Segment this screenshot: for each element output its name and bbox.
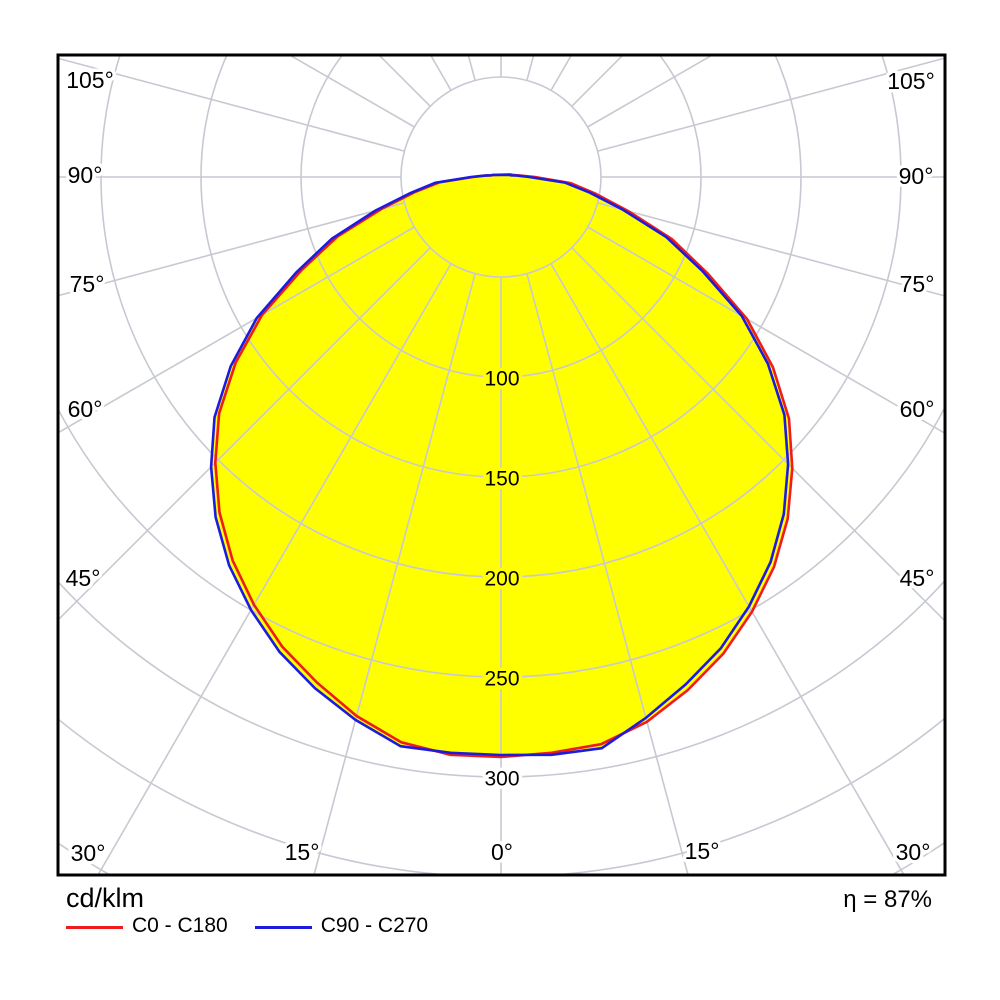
angle-label-right-45°: 45° bbox=[900, 565, 935, 591]
series-c90-c270-swatch bbox=[254, 925, 312, 929]
series-c90-c270-label: C90 - C270 bbox=[320, 914, 429, 937]
labels-layer: 100 150 200 250 300 105° 90° 75° 60° 45° 105° 90° 75… bbox=[62, 64, 938, 870]
angle-label-left-60°: 60° bbox=[68, 396, 103, 422]
angle-label-right-90°: 90° bbox=[899, 163, 934, 189]
r-tick-300: 300 bbox=[484, 768, 519, 791]
grid-spoke-15deg bbox=[526, 273, 689, 874]
grid-spoke-45deg bbox=[571, 247, 944, 621]
legend: C0 - C180 C90 - C270 bbox=[66, 914, 428, 938]
r-tick-100: 100 bbox=[484, 368, 519, 391]
grid-spoke-135deg bbox=[571, 56, 623, 107]
grid-spoke-60deg bbox=[587, 226, 944, 434]
grid-spoke-165deg bbox=[526, 56, 535, 81]
curves-layer bbox=[209, 173, 794, 759]
r-tick-250: 250 bbox=[484, 668, 519, 691]
angle-label-bottom-1: 15° bbox=[285, 839, 320, 865]
plot-border bbox=[56, 53, 947, 877]
grid-spoke-345deg bbox=[313, 273, 476, 874]
series-c0-c180-label: C0 - C180 bbox=[132, 914, 228, 937]
grid-spoke-300deg bbox=[59, 226, 415, 433]
units-label: cd/klm bbox=[66, 883, 145, 913]
grid-spoke-120deg bbox=[587, 56, 712, 128]
angle-label-left-105°: 105° bbox=[66, 67, 114, 93]
r-tick-150: 150 bbox=[484, 468, 519, 491]
grid-spoke-225deg bbox=[379, 56, 431, 107]
series-c0-c180-swatch bbox=[66, 925, 123, 929]
grid-spoke-240deg bbox=[290, 56, 415, 128]
angle-label-bottom-0: 30° bbox=[71, 840, 106, 866]
r-tick-200: 200 bbox=[484, 568, 519, 591]
angle-label-bottom-3: 15° bbox=[685, 838, 720, 864]
grid-spoke-315deg bbox=[59, 247, 431, 620]
curve-C90-C270 bbox=[209, 173, 790, 757]
efficiency-label: η = 87% bbox=[843, 886, 932, 913]
angle-label-bottom-4: 30° bbox=[896, 839, 931, 865]
grid-spoke-75deg bbox=[597, 202, 944, 297]
angle-label-left-75°: 75° bbox=[70, 271, 105, 297]
grid-spoke-285deg bbox=[59, 202, 405, 297]
angle-label-left-90°: 90° bbox=[68, 162, 103, 188]
angle-label-bottom-2: 0° bbox=[491, 839, 513, 865]
grid-spoke-195deg bbox=[467, 56, 476, 81]
grid-spoke-105deg bbox=[597, 57, 944, 152]
grid-spoke-330deg bbox=[97, 263, 452, 874]
angle-label-right-60°: 60° bbox=[900, 396, 935, 422]
angle-label-right-75°: 75° bbox=[900, 271, 935, 297]
angle-label-right-105°: 105° bbox=[887, 68, 935, 94]
angle-label-left-45°: 45° bbox=[66, 565, 101, 591]
grid-spoke-255deg bbox=[59, 57, 405, 152]
grid-spoke-30deg bbox=[550, 263, 905, 874]
